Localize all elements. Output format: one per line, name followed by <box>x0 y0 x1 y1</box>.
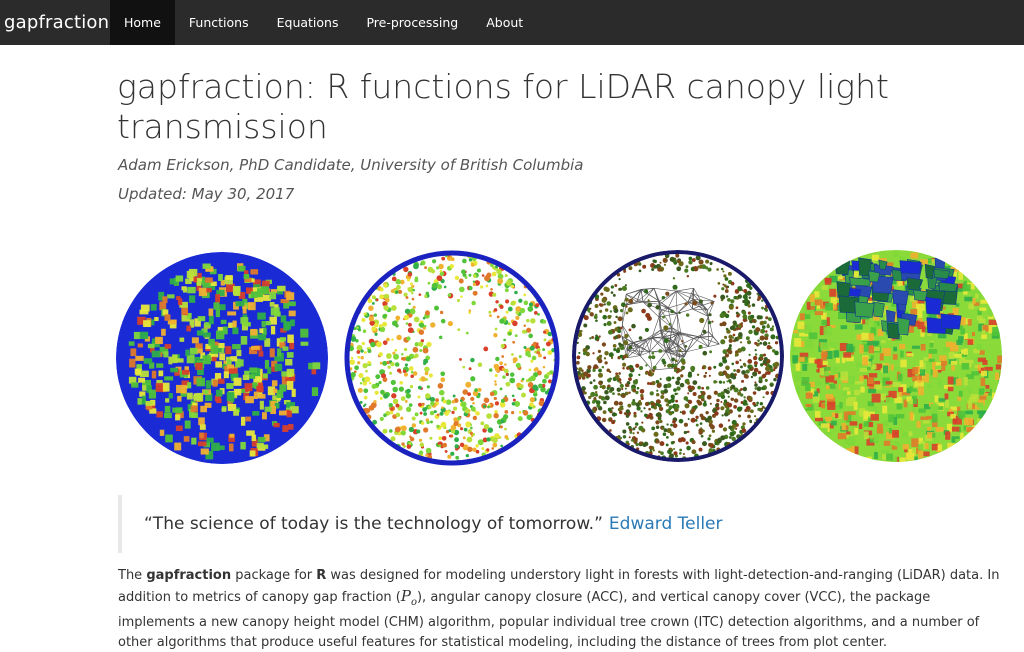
nav-item-about[interactable]: About <box>486 15 524 30</box>
author-line: Adam Erickson, PhD Candidate, University… <box>118 156 584 174</box>
nav-item-functions[interactable]: Functions <box>188 15 249 30</box>
canopy-image-1 <box>116 252 328 464</box>
nav-item-preprocessing[interactable]: Pre-processing <box>366 15 459 30</box>
nav-menu: Home Functions Equations Pre-processing … <box>110 0 537 45</box>
intro-text-4: ), angular canopy closure (ACC), and ver… <box>118 590 980 650</box>
package-name: gapfraction <box>146 568 232 583</box>
nav-item-home[interactable]: Home <box>110 0 175 45</box>
page-title: gapfraction: R functions for LiDAR canop… <box>117 67 889 146</box>
nav-item-equations[interactable]: Equations <box>276 15 339 30</box>
intro-text-1: The <box>118 568 147 583</box>
canopy-image-2 <box>344 250 560 466</box>
updated-date: Updated: May 30, 2017 <box>118 185 295 203</box>
quote-author-link[interactable]: Edward Teller <box>608 514 723 534</box>
brand-link[interactable]: gapfraction <box>4 12 110 33</box>
intro-text-2: package for <box>231 568 317 583</box>
navbar: gapfraction Home Functions Equations Pre… <box>0 0 1024 45</box>
canopy-image-3 <box>572 250 784 462</box>
intro-text-3: was designed for modeling understory lig… <box>118 568 1000 605</box>
quote-text: “The science of today is the technology … <box>144 514 603 534</box>
intro-paragraph: The gapfraction package for R was design… <box>118 566 1008 652</box>
r-language: R <box>316 568 327 583</box>
quote-block: “The science of today is the technology … <box>118 495 978 553</box>
gap-fraction-symbol: Po <box>400 587 417 608</box>
canopy-image-4 <box>790 250 1002 462</box>
